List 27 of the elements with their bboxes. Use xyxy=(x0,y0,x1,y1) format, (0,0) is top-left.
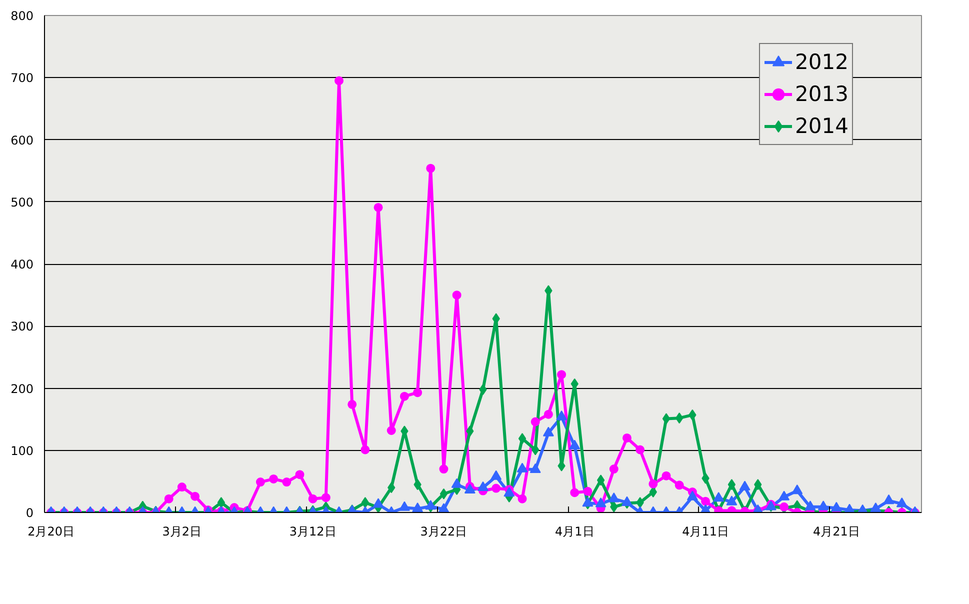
point xyxy=(596,474,605,486)
legend-label: 2012 xyxy=(795,49,848,76)
legend-label: 2013 xyxy=(795,81,848,108)
x-tick-label: 2月20日 xyxy=(28,524,74,538)
x-tick-label: 4月11日 xyxy=(682,524,729,538)
y-tick-label: 0 xyxy=(26,506,34,520)
y-tick-label: 400 xyxy=(10,258,34,272)
point xyxy=(217,497,226,508)
point xyxy=(361,497,370,508)
x-tick-label: 3月22日 xyxy=(420,524,468,538)
y-tick-label: 800 xyxy=(10,9,34,23)
point xyxy=(649,486,657,498)
x-tick-label: 3月2日 xyxy=(162,524,202,538)
x-tick-label: 4月21日 xyxy=(812,524,860,538)
y-tick-label: 600 xyxy=(10,133,34,148)
y-tick-label: 200 xyxy=(10,382,34,396)
x-tick-label: 3月12日 xyxy=(289,524,336,538)
point xyxy=(662,413,670,424)
y-tick-label: 100 xyxy=(10,444,34,458)
y-tick-label: 500 xyxy=(10,195,34,210)
y-tick-label: 700 xyxy=(10,71,34,86)
point xyxy=(518,433,526,444)
point xyxy=(728,479,736,490)
point xyxy=(440,488,448,500)
y-tick-label: 300 xyxy=(10,320,34,334)
x-tick-label: 4月1日 xyxy=(554,524,594,538)
legend-label: 2014 xyxy=(795,113,848,140)
